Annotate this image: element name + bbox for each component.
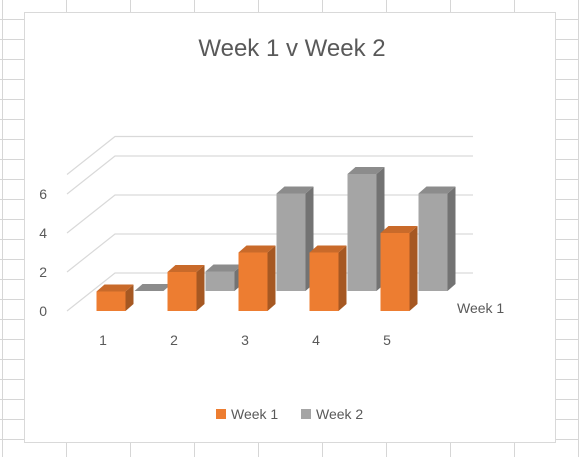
bar-top <box>134 284 172 291</box>
gridline <box>66 135 473 175</box>
bar-front <box>418 193 448 291</box>
x-tick-label: 4 <box>312 332 320 348</box>
bar-week1-1 <box>96 284 134 311</box>
bar-week1-2 <box>167 265 205 311</box>
bar-week2-1 <box>134 284 172 292</box>
bar-front <box>96 291 126 311</box>
bar-front <box>347 174 377 291</box>
bar-week2-2 <box>205 264 243 291</box>
chart-area[interactable]: Week 1 v Week 2 0 2 4 6 1 2 3 4 5 Week 1 Week 1 We… <box>24 12 556 443</box>
y-tick-label: 2 <box>39 264 47 280</box>
x-tick-label: 5 <box>383 332 391 348</box>
bar-side <box>267 245 276 311</box>
gridline <box>66 155 473 195</box>
bar-top <box>380 226 418 233</box>
bar-top <box>309 245 347 253</box>
bar-top <box>167 265 205 272</box>
bar-front <box>276 193 306 291</box>
bar-front <box>380 233 410 311</box>
bar-top <box>347 167 385 174</box>
x-tick-label: 3 <box>241 332 249 348</box>
bar-front <box>167 272 197 311</box>
bar-week2-3 <box>276 186 314 291</box>
bar-week1-5 <box>380 226 418 311</box>
bar-front <box>205 271 235 291</box>
legend-label: Week 1 <box>231 406 278 422</box>
bar-week2-5 <box>418 186 456 291</box>
bar-top <box>276 186 314 194</box>
bar-side <box>196 265 205 311</box>
bar-side <box>409 226 418 311</box>
legend-swatch <box>301 409 311 419</box>
bar-week2-4 <box>347 167 385 291</box>
bar-side <box>125 284 134 311</box>
bar-week1-4 <box>309 245 347 311</box>
plot-area: 0 2 4 6 1 2 3 4 5 Week 1 <box>39 135 504 348</box>
bar-top <box>205 264 243 272</box>
y-tick-label: 6 <box>39 186 47 202</box>
bar-front <box>238 252 268 311</box>
x-tick-label: 1 <box>99 332 107 348</box>
bar-top <box>418 186 456 194</box>
chart-title: Week 1 v Week 2 <box>198 35 385 62</box>
bar-top <box>96 284 134 292</box>
y-tick-label: 0 <box>39 303 47 319</box>
depth-axis-label: Week 1 <box>457 300 504 316</box>
y-tick-label: 4 <box>39 225 47 241</box>
legend-label: Week 2 <box>316 406 363 422</box>
legend-swatch <box>216 409 226 419</box>
bar-week1-3 <box>238 245 276 311</box>
bar-side <box>338 245 347 311</box>
legend: Week 1 Week 2 <box>216 406 363 422</box>
bar-top <box>238 245 276 253</box>
bar-front <box>309 252 339 311</box>
x-tick-label: 2 <box>170 332 178 348</box>
bar-side <box>447 186 456 291</box>
